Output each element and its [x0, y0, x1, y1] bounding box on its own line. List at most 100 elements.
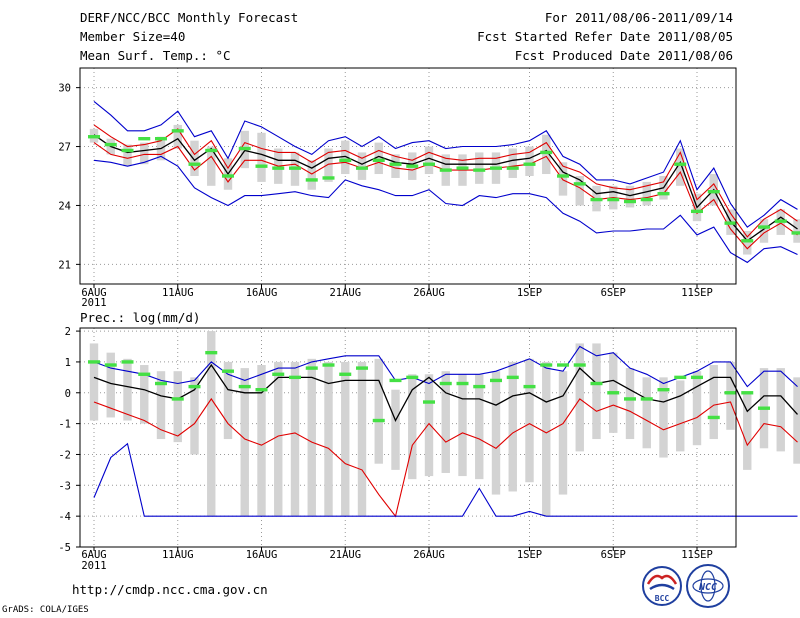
spread-box	[140, 142, 149, 165]
forecast-period: For 2011/08/06-2011/09/14	[545, 10, 733, 25]
spread-box	[475, 374, 484, 480]
x-tick-label: 6SEP	[601, 287, 626, 299]
spread-box	[508, 361, 517, 492]
spread-box	[575, 343, 584, 452]
spread-box	[324, 148, 333, 182]
spread-box	[357, 152, 367, 180]
series-line-mean	[93, 363, 798, 423]
spread-box	[676, 380, 685, 452]
y-tick-label: 30	[58, 83, 71, 95]
series-line-p90	[93, 124, 798, 238]
spread-box	[106, 352, 115, 418]
spread-box	[140, 365, 149, 424]
spread-box	[441, 371, 450, 473]
spread-box	[726, 361, 735, 430]
spread-box	[357, 361, 367, 517]
y-tick-label: -3	[58, 480, 71, 492]
x-year-label: 2011	[81, 560, 106, 572]
spread-box	[391, 389, 400, 470]
x-year-label: 2011	[81, 297, 106, 309]
spread-box	[542, 361, 551, 517]
top-panel-variable: Mean Surf. Temp.: °C	[80, 48, 231, 63]
spread-box	[341, 140, 350, 175]
y-tick-label: -4	[58, 511, 71, 523]
spread-box	[692, 371, 702, 446]
ncc-logo-text: NCC	[698, 582, 717, 593]
spread-box	[793, 219, 800, 243]
spread-box	[290, 361, 300, 517]
spread-box	[525, 358, 534, 483]
spread-box	[776, 368, 785, 452]
spread-box	[173, 124, 182, 149]
x-tick-label: 1SEP	[517, 287, 542, 299]
y-tick-label: -5	[58, 542, 71, 554]
x-tick-label: 21AUG	[329, 549, 361, 561]
spread-box	[642, 377, 651, 449]
website-url[interactable]: http://cmdp.ncc.cma.gov.cn	[72, 582, 268, 597]
bcc-logo: BCC	[642, 566, 682, 606]
x-tick-label: 26AUG	[413, 549, 445, 561]
spread-box	[257, 365, 266, 517]
plot-frame	[79, 327, 737, 548]
x-tick-label: 21AUG	[329, 287, 361, 299]
spread-box	[374, 142, 383, 175]
spread-box	[525, 146, 534, 176]
spread-box	[324, 361, 333, 517]
x-tick-label: 16AUG	[246, 549, 278, 561]
spread-box	[240, 368, 249, 517]
spread-box	[307, 358, 316, 517]
series-line-mean	[93, 134, 798, 242]
y-tick-label: 2	[65, 326, 71, 338]
spread-box	[709, 365, 718, 440]
spread-box	[123, 358, 132, 421]
bcc-logo-text: BCC	[655, 594, 670, 603]
plot-frame	[79, 67, 737, 285]
fcst-produced-date: Fcst Produced Date 2011/08/06	[515, 48, 733, 63]
y-tick-label: 21	[58, 259, 71, 271]
spread-box	[508, 148, 517, 178]
spread-box	[458, 374, 467, 477]
spread-box	[625, 185, 635, 208]
spread-box	[374, 358, 383, 464]
x-tick-label: 6AUG	[81, 549, 106, 561]
member-size: Member Size=40	[80, 29, 185, 44]
x-tick-label: 11SEP	[681, 549, 713, 561]
spread-box	[743, 230, 752, 255]
x-tick-label: 11SEP	[681, 287, 713, 299]
x-tick-label: 1SEP	[517, 549, 542, 561]
ncc-logo: NCC	[686, 564, 730, 608]
x-tick-label: 16AUG	[246, 287, 278, 299]
y-tick-label: -1	[58, 419, 71, 431]
spread-box	[424, 374, 434, 477]
x-tick-label: 6SEP	[601, 549, 626, 561]
y-tick-label: 24	[58, 200, 71, 212]
spread-box	[743, 392, 752, 470]
spread-box	[558, 162, 568, 196]
spread-box	[676, 148, 685, 186]
grads-credit: GrADS: COLA/IGES	[2, 605, 89, 615]
series-line-min	[93, 155, 798, 264]
spread-box	[558, 371, 568, 495]
series-line-p10	[93, 397, 798, 518]
spread-box	[408, 374, 417, 480]
spread-box	[391, 154, 400, 178]
fcst-started-date: Fcst Started Refer Date 2011/08/05	[477, 29, 733, 44]
spread-box	[491, 371, 501, 495]
spread-box	[123, 144, 132, 167]
spread-box	[475, 152, 484, 184]
x-tick-label: 11AUG	[162, 549, 194, 561]
y-tick-label: 27	[58, 142, 71, 154]
spread-box	[592, 343, 601, 440]
x-tick-label: 6AUG	[81, 287, 106, 299]
spread-box	[625, 368, 635, 440]
spread-box	[89, 343, 99, 421]
series-line-min	[93, 442, 798, 517]
spread-box	[207, 146, 216, 186]
x-tick-label: 11AUG	[162, 287, 194, 299]
spread-box	[274, 361, 283, 517]
temperature-panel: 21 24 27 30 6AUG 11AUG 16AUG 21AUG 26AUG 1SEP 6SEP…	[58, 67, 800, 309]
spread-box	[759, 219, 769, 243]
spread-box	[223, 361, 233, 440]
